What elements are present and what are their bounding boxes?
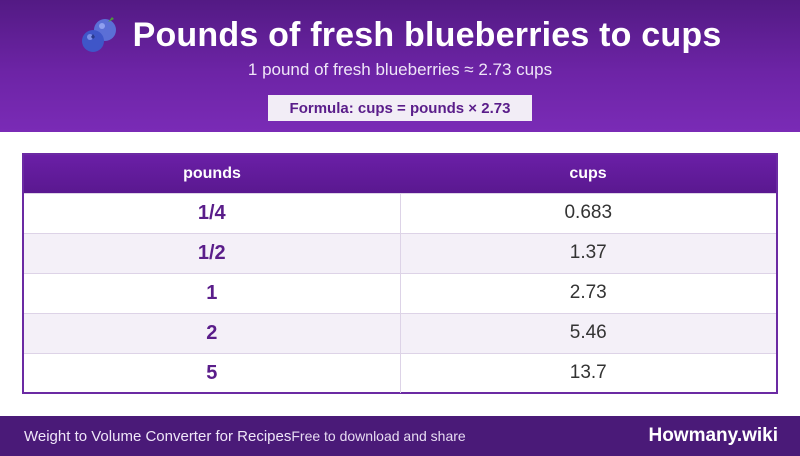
pounds-cell: 1	[24, 272, 401, 313]
table-header-row: pounds cups	[24, 155, 776, 193]
column-header-cups: cups	[400, 155, 776, 193]
pounds-cell: 5	[24, 352, 401, 393]
table-row: 5 13.7	[24, 352, 776, 393]
cups-cell: 1.37	[400, 232, 776, 273]
table-row: 2 5.46	[24, 312, 776, 353]
title-row: Pounds of fresh blueberries to cups	[0, 12, 800, 58]
pounds-cell: 1/2	[24, 232, 401, 273]
conversion-subtitle: 1 pound of fresh blueberries ≈ 2.73 cups	[247, 60, 553, 79]
cups-cell: 13.7	[400, 352, 776, 393]
page-title: Pounds of fresh blueberries to cups	[132, 15, 722, 54]
cups-cell: 0.683	[400, 192, 776, 233]
header-banner: Pounds of fresh blueberries to cups 1 po…	[0, 0, 800, 132]
blueberry-icon	[79, 14, 121, 56]
conversion-table: pounds cups 1/4 0.683 1/2 1.37 1 2.73 2 …	[22, 153, 778, 394]
table-row: 1/2 1.37	[24, 232, 776, 273]
table-row: 1/4 0.683	[24, 192, 776, 233]
footer-brand-link[interactable]: Howmany.wiki	[648, 425, 778, 446]
cups-cell: 2.73	[400, 272, 776, 313]
footer-converter-label: Weight to Volume Converter for Recipes	[24, 427, 292, 445]
footer-bar: Weight to Volume Converter for Recipes F…	[0, 416, 800, 456]
pounds-cell: 2	[24, 312, 401, 353]
formula-badge: Formula: cups = pounds × 2.73	[268, 95, 532, 121]
footer-share-label: Free to download and share	[291, 428, 466, 444]
pounds-cell: 1/4	[24, 192, 401, 233]
table-row: 1 2.73	[24, 272, 776, 313]
column-header-pounds: pounds	[24, 155, 400, 193]
cups-cell: 5.46	[400, 312, 776, 353]
